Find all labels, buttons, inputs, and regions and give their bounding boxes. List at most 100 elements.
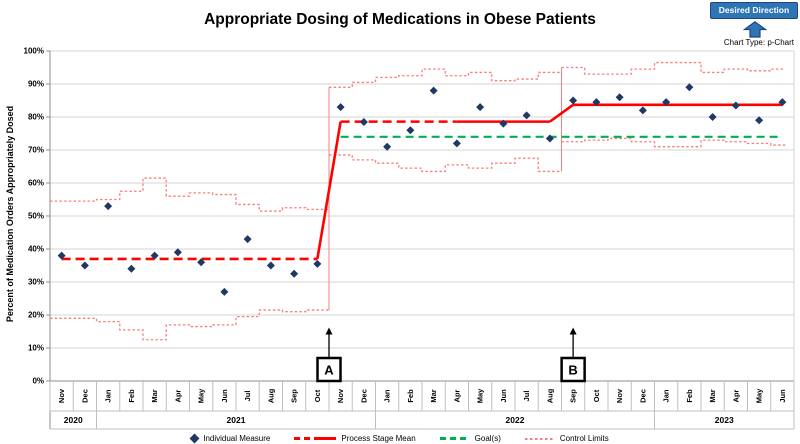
data-point-diamond [290,269,299,278]
data-point-diamond [57,251,66,260]
process-stage-mean-lines [61,103,783,261]
data-point-diamond [755,116,764,125]
month-label: Nov [336,388,345,403]
upper-control-limit [50,177,329,212]
year-label: 2021 [227,415,246,425]
annotation-letter: A [324,363,334,378]
data-point-diamond [522,111,531,120]
month-label: Aug [545,388,554,403]
data-point-diamond [383,142,392,151]
legend-item-individual-measure: Individual Measure [189,433,271,444]
y-tick-label: 100% [24,47,44,56]
data-point-diamond [638,106,647,115]
annotation-B: B [560,327,586,383]
month-label: Jun [220,389,229,403]
month-label: Sep [290,389,299,403]
data-point-diamond [662,98,671,107]
y-tick-label: 90% [28,80,44,89]
month-label: Feb [685,389,694,403]
desired-direction-up-arrow-icon [743,21,767,38]
annotation-letter: B [568,363,577,378]
month-label: Mar [708,389,717,402]
month-label: Dec [638,389,647,403]
month-label: May [755,388,764,403]
data-point-diamond [452,139,461,148]
data-point-diamond [731,101,740,110]
data-point-diamond [406,126,415,135]
stage-mean-ramp [316,121,342,260]
annotation-A: A [316,327,342,383]
year-label: 2023 [715,415,734,425]
month-label: Jan [104,389,113,402]
upper-control-limit [329,68,562,88]
month-label: Feb [406,389,415,403]
green-dashed-line-icon [439,437,470,440]
y-tick-label: 70% [28,146,44,155]
legend-item-control-limits: Control Limits [524,434,609,443]
y-tick-label: 40% [28,245,44,254]
data-point-diamond [173,248,182,257]
month-label: Sep [569,389,578,403]
legend-label: Individual Measure [203,434,271,443]
y-tick-label: 60% [28,179,44,188]
page-title: Appropriate Dosing of Medications in Obe… [204,11,596,28]
annotation-arrowhead [325,327,333,335]
annotation-box [316,356,342,383]
data-point-diamond [243,235,252,244]
month-label: Apr [731,389,740,402]
data-point-diamond [499,119,508,128]
annotation-arrowhead [569,327,577,335]
data-point-diamond [104,202,113,211]
month-label: Jan [383,389,392,402]
y-tick-label: 80% [28,113,44,122]
dotted-line-icon [524,437,555,440]
data-point-diamond [197,258,206,267]
y-axis-title: Percent of Medication Orders Appropriate… [5,105,15,323]
month-label: May [476,388,485,403]
lower-control-limit [561,137,786,148]
legend: Individual Measure Process Stage Mean Go… [0,433,800,444]
data-point-diamond [266,261,275,270]
month-label: Nov [615,388,624,403]
month-label: Mar [429,389,438,402]
month-label: Jul [243,391,252,402]
month-label: Dec [359,389,368,403]
upper-control-limit [561,61,786,75]
data-point-diamond [359,117,368,126]
annotation-box [560,356,586,383]
legend-item-goal: Goal(s) [439,434,501,443]
diamond-marker-icon [189,433,200,444]
month-label: Mar [150,389,159,402]
data-point-diamond [569,96,578,105]
month-label: Jun [778,389,787,403]
month-label: Apr [452,389,461,402]
stage-mean-ramp [549,103,574,123]
month-label: Dec [80,389,89,403]
data-point-diamond [685,83,694,92]
x-axis-labels: Nov Dec Jan Feb Mar Apr May Jun Jul Aug Sep Oct Nov D… [49,381,795,429]
individual-measure-points [57,83,787,296]
control-limit-lines [50,61,786,341]
legend-label: Control Limits [559,434,609,443]
month-label: Jun [499,389,508,403]
y-tick-label: 50% [28,212,44,221]
y-tick-label: 30% [28,278,44,287]
data-point-diamond [592,98,601,107]
gridlines: 0% 10% 20% 30% 40% 50% 60% 70% 80% 90% 100% [24,47,794,386]
month-label: Feb [127,389,136,403]
lower-control-limit [329,154,562,173]
month-label: Oct [592,389,601,402]
legend-label: Process Stage Mean [341,434,416,443]
data-point-diamond [313,259,322,268]
month-label: Jul [522,391,531,402]
chart-type-label: Chart Type: p-Chart [723,38,794,47]
legend-label: Goal(s) [474,434,501,443]
desired-direction-button[interactable]: Desired Direction [710,2,798,19]
data-point-diamond [150,251,159,260]
y-tick-label: 20% [28,311,44,320]
dash-solid-line-icon [294,437,337,440]
data-point-diamond [220,287,229,296]
data-point-diamond [708,113,717,121]
